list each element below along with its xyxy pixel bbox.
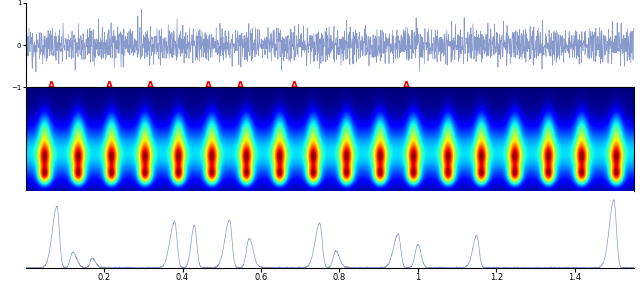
Text: A: A (403, 81, 410, 90)
Text: A: A (47, 81, 54, 90)
Text: A: A (237, 81, 244, 90)
Text: A: A (205, 81, 211, 90)
Text: A: A (291, 81, 298, 90)
Text: A: A (106, 81, 113, 90)
Text: A: A (147, 81, 154, 90)
